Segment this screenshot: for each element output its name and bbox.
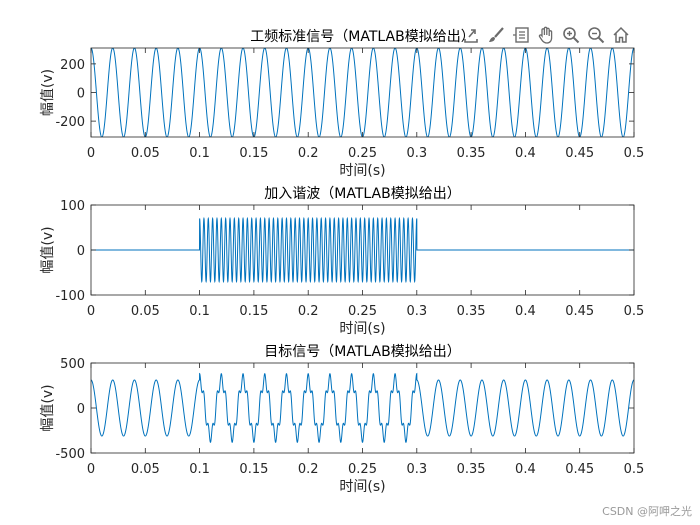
brush-icon[interactable] [485,24,507,46]
x-tick-label: 0.2 [298,146,319,161]
x-tick-label: 0.5 [624,304,645,319]
x-tick-label: 0.3 [406,462,427,477]
x-tick-label: 0.15 [239,146,268,161]
y-axis-label: 幅值(v) [40,384,56,431]
y-tick-label: 0 [77,402,85,417]
y-tick-label: 200 [60,58,85,73]
x-tick-label: 0.1 [189,304,210,319]
chart-panel-2: 0 0.05 0.1 0.15 0.2 0.25 0.3 0.35 0.4 0.45 0.5 -100… [40,186,644,337]
x-tick-label: 0 [87,146,95,161]
x-tick-label: 0.15 [239,304,268,319]
x-tick-label: 0.25 [348,304,377,319]
x-tick-label: 0 [87,462,95,477]
x-tick-label: 0.05 [131,462,160,477]
x-axis-label: 时间(s) [339,163,385,179]
x-tick-label: 0.35 [457,462,486,477]
x-tick-label: 0.3 [406,304,427,319]
axes-toolbar [460,22,632,48]
x-tick-label: 0.25 [348,146,377,161]
y-axis-label: 幅值(v) [40,69,56,116]
y-tick-label: 500 [60,357,85,372]
x-tick-label: 0.35 [457,146,486,161]
pan-hand-icon[interactable] [535,24,557,46]
series-line-1 [91,216,634,284]
y-tick-label: 100 [60,199,85,214]
x-tick-label: 0.35 [457,304,486,319]
x-tick-label: 0.1 [189,462,210,477]
x-tick-label: 0.1 [189,146,210,161]
x-tick-label: 0.45 [565,304,594,319]
x-axis-label: 时间(s) [339,321,385,337]
y-tick-label: -200 [55,115,85,130]
x-tick-label: 0.5 [624,462,645,477]
x-tick-label: 0.05 [131,304,160,319]
y-tick-label: -500 [55,447,85,462]
series-line-1 [91,372,634,443]
chart-panel-1: 0 0.05 0.1 0.15 0.2 0.25 0.3 0.35 0.4 0.45 0.5 -200… [40,29,644,179]
y-tick-label: -100 [55,289,85,304]
x-tick-label: 0.4 [515,304,536,319]
series-line-1 [91,48,634,137]
chart-title: 工频标准信号（MATLAB模拟给出） [250,29,474,45]
home-icon[interactable] [610,24,632,46]
x-tick-label: 0.45 [565,146,594,161]
x-tick-label: 0.15 [239,462,268,477]
y-axis-label: 幅值(v) [40,226,56,273]
x-tick-label: 0.25 [348,462,377,477]
legend-icon[interactable] [510,24,532,46]
export-icon[interactable] [460,24,482,46]
zoom-out-icon[interactable] [585,24,607,46]
x-tick-label: 0.2 [298,462,319,477]
x-tick-label: 0.3 [406,146,427,161]
chart-panel-3: 0 0.05 0.1 0.15 0.2 0.25 0.3 0.35 0.4 0.45 0.5 -500… [40,344,644,495]
watermark-text: CSDN @阿呷之光 [602,505,692,518]
x-axis-label: 时间(s) [339,479,385,495]
x-tick-label: 0.4 [515,146,536,161]
chart-title: 加入谐波（MATLAB模拟给出） [264,186,460,202]
y-tick-label: 0 [77,87,85,102]
zoom-in-icon[interactable] [560,24,582,46]
x-tick-label: 0.5 [624,146,645,161]
chart-title: 目标信号（MATLAB模拟给出） [264,344,460,360]
x-tick-label: 0.4 [515,462,536,477]
x-tick-label: 0.05 [131,146,160,161]
y-tick-label: 0 [77,244,85,259]
x-tick-label: 0.45 [565,462,594,477]
x-tick-label: 0 [87,304,95,319]
x-tick-label: 0.2 [298,304,319,319]
